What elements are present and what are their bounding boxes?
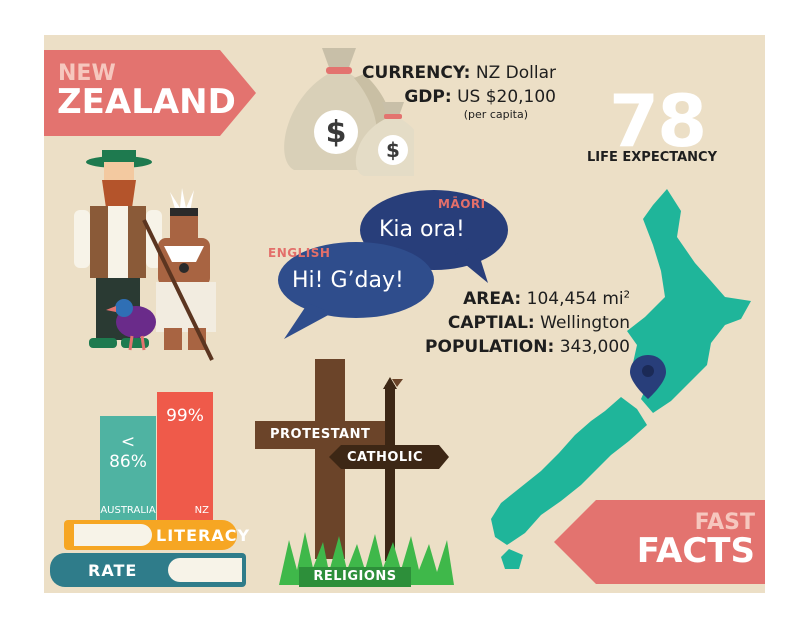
english-speech-bubble [278, 242, 434, 339]
geography-facts: AREA: 104,454 mi2 CAPTIAL: Wellington PO… [374, 289, 636, 369]
fast-facts-line1: FAST [694, 510, 755, 535]
literacy-bar-australia: < 86% AUSTRALIA [100, 416, 156, 520]
fast-facts-banner-shape [554, 500, 765, 584]
life-expectancy-value: 78 [609, 79, 707, 163]
gdp-value: US $20,100 [457, 87, 556, 107]
title-banner: NEW ZEALAND [44, 50, 256, 136]
title-line1: NEW [58, 61, 116, 86]
population-line: POPULATION: 343,000 [425, 337, 630, 357]
literacy-nz-value: 99% [166, 406, 204, 426]
capital-label: CAPTIAL: [447, 313, 535, 333]
area-line: AREA: 104,454 mi2 [463, 289, 630, 309]
capital-line: CAPTIAL: Wellington [448, 313, 630, 333]
money-bag-icon: $ $ [284, 48, 414, 176]
fast-facts-banner: FAST FACTS [554, 500, 765, 584]
gdp-label: GDP: [404, 87, 452, 107]
english-label: ENGLISH [268, 246, 331, 260]
currency-label: CURRENCY: [362, 63, 471, 83]
life-expectancy-label: LIFE EXPECTANCY [587, 150, 718, 165]
rate-label: RATE [88, 561, 138, 580]
gdp-line: GDP: US $20,100 [404, 87, 556, 107]
area-label: AREA: [463, 289, 522, 309]
religions-banner: RELIGIONS [299, 567, 411, 587]
book-rate-pages [168, 558, 242, 582]
literacy-australia-value: < 86% [109, 432, 147, 472]
literacy-bar-nz: 99% NZ [157, 392, 213, 520]
svg-text:$: $ [326, 115, 347, 150]
infographic-canvas: NEW ZEALAND $ $ CURRENCY: NZ Dollar GDP:… [44, 35, 765, 593]
new-zealand-map [491, 189, 751, 569]
population-label: POPULATION: [425, 337, 555, 357]
economy-facts: CURRENCY: NZ Dollar GDP: US $20,100 (per… [344, 63, 556, 133]
book-literacy: LITERACY [64, 520, 249, 550]
people-illustration [74, 150, 216, 361]
english-greeting: Hi! G’day! [292, 268, 404, 293]
title-banner-shape [44, 50, 256, 136]
literacy-nz-name: NZ [194, 505, 209, 516]
cross-icon [255, 359, 449, 561]
catholic-sign: CATHOLIC [347, 450, 424, 465]
map-pin-icon [630, 355, 666, 399]
population-value: 343,000 [559, 337, 630, 357]
kiwi-bird-icon [106, 299, 156, 351]
title-line2: ZEALAND [57, 82, 236, 122]
area-unit-superscript: 2 [623, 289, 630, 301]
maori-greeting: Kia ora! [379, 217, 465, 242]
capital-value: Wellington [540, 313, 630, 333]
currency-line: CURRENCY: NZ Dollar [362, 63, 556, 83]
book-literacy-pages [74, 524, 152, 546]
area-value: 104,454 mi [526, 289, 624, 309]
maori-label: MĀORI [438, 197, 486, 211]
svg-text:$: $ [386, 138, 400, 162]
fast-facts-line2: FACTS [636, 531, 755, 571]
protestant-sign: PROTESTANT [270, 427, 371, 442]
book-rate: RATE [50, 553, 246, 587]
religions-label: RELIGIONS [313, 569, 397, 584]
gdp-note: (per capita) [463, 108, 528, 121]
literacy-australia-name: AUSTRALIA [100, 505, 156, 516]
literacy-label: LITERACY [156, 526, 251, 545]
currency-value: NZ Dollar [475, 63, 556, 83]
